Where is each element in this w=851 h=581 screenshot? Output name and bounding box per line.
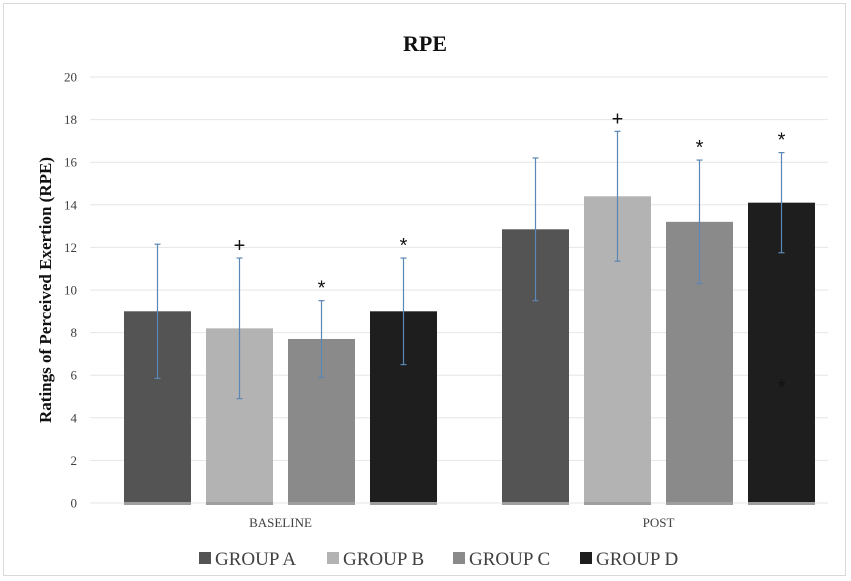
y-tick-label: 14 xyxy=(64,197,78,212)
legend: GROUP A GROUP B GROUP C GROUP D xyxy=(199,549,678,570)
legend-label: GROUP A xyxy=(215,549,296,570)
bars xyxy=(124,196,815,505)
chart-title: RPE xyxy=(403,31,447,56)
y-tick-label: 12 xyxy=(64,240,77,255)
legend-label: GROUP B xyxy=(343,549,424,570)
bar-base xyxy=(288,502,355,505)
significance-marker: * xyxy=(696,137,704,159)
bar-base xyxy=(666,502,733,505)
bar-base xyxy=(584,502,651,505)
significance-markers: + * * + * * * xyxy=(234,108,786,398)
significance-marker: * xyxy=(318,278,326,300)
y-tick-label: 6 xyxy=(71,368,78,383)
y-tick-label: 8 xyxy=(71,325,78,340)
legend-label: GROUP D xyxy=(596,549,678,570)
legend-swatch xyxy=(580,552,592,564)
significance-marker: + xyxy=(234,235,246,257)
error-bars xyxy=(154,130,785,400)
legend-swatch xyxy=(327,552,339,564)
y-tick-label: 10 xyxy=(64,283,77,298)
y-tick-label: 18 xyxy=(64,112,77,127)
x-tick-label: POST xyxy=(643,515,675,530)
legend-label: GROUP C xyxy=(469,549,550,570)
y-tick-label: 20 xyxy=(64,70,77,85)
y-axis-ticks: 0 2 4 6 8 10 12 14 16 18 20 xyxy=(64,70,78,511)
x-tick-label: BASELINE xyxy=(249,515,312,530)
bar-base xyxy=(748,502,815,505)
y-tick-label: 4 xyxy=(71,410,78,425)
bar-base xyxy=(502,502,569,505)
significance-marker: + xyxy=(612,108,624,130)
y-axis-label: Ratings of Perceived Exertion (RPE) xyxy=(36,157,55,423)
bar-base xyxy=(206,502,273,505)
significance-marker: * xyxy=(778,130,786,152)
legend-swatch xyxy=(199,552,211,564)
bar-base xyxy=(370,502,437,505)
y-tick-label: 0 xyxy=(71,496,78,511)
y-tick-label: 16 xyxy=(64,155,78,170)
significance-marker: * xyxy=(400,235,408,257)
annotation-marker: * xyxy=(778,377,786,399)
bar-base xyxy=(124,502,191,505)
y-tick-label: 2 xyxy=(71,453,78,468)
legend-swatch xyxy=(453,552,465,564)
x-axis-ticks: BASELINE POST xyxy=(249,515,674,530)
